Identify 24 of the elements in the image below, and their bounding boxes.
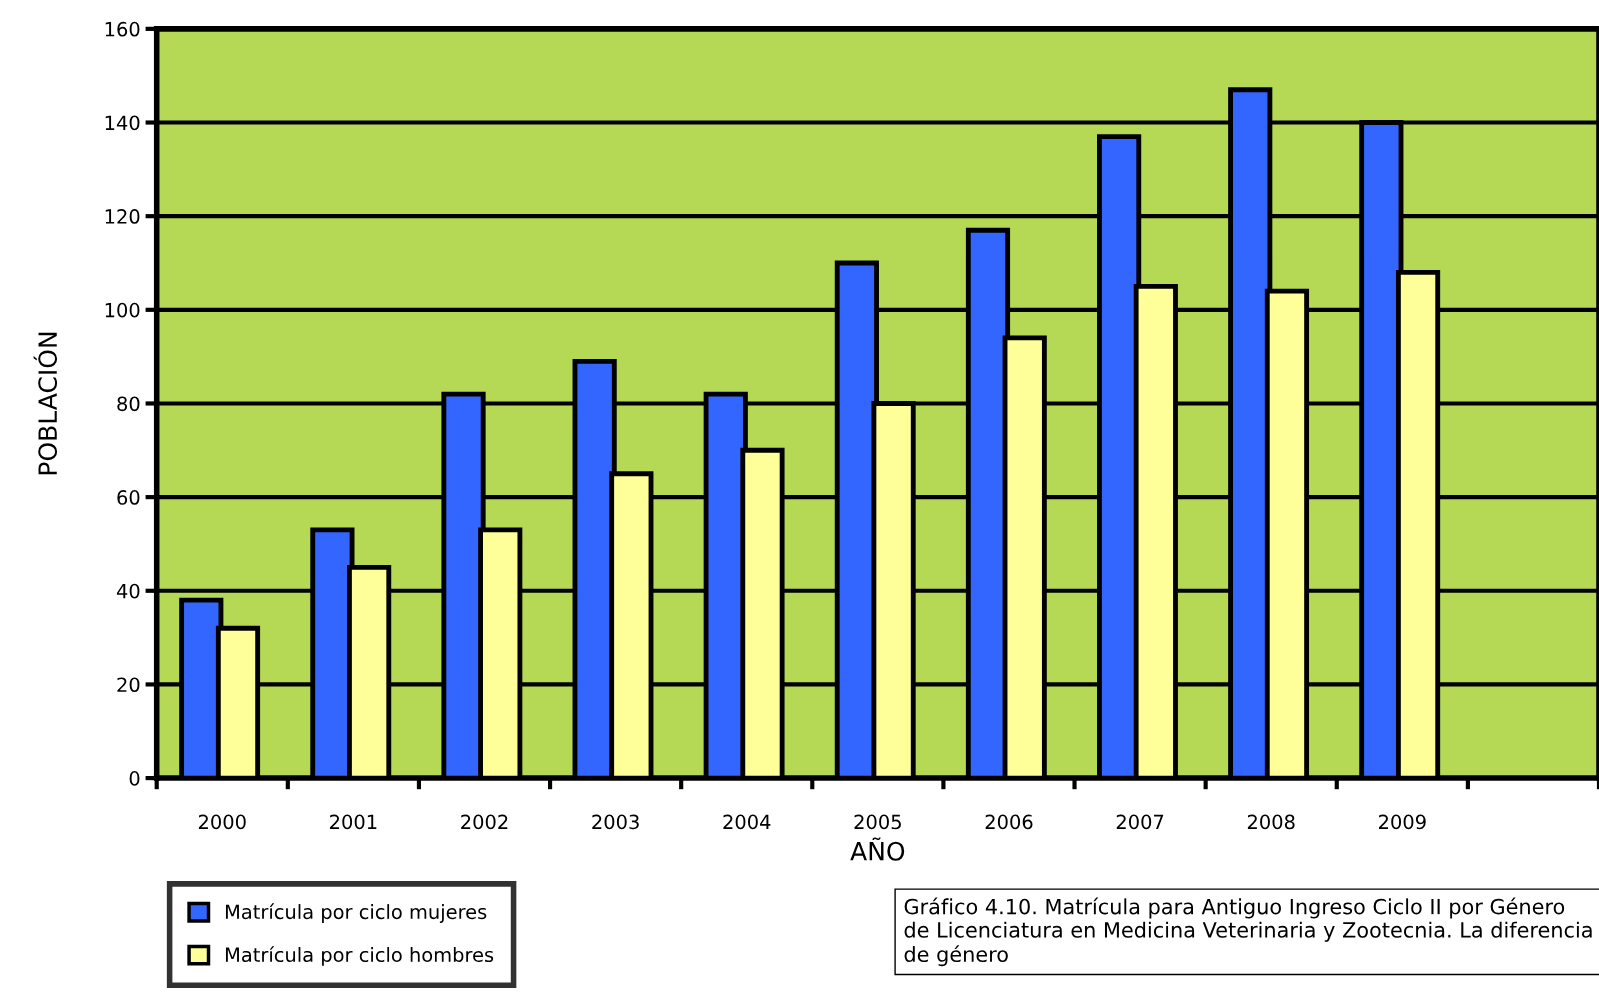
x-tick-label: 2006: [985, 814, 1033, 830]
x-tick-label: 2001: [330, 814, 377, 830]
legend-label: Matrícula por ciclo mujeres: [225, 903, 487, 923]
y-tick-label: 40: [116, 583, 140, 599]
y-tick-label: 60: [117, 490, 140, 505]
x-tick-label: 2004: [723, 814, 771, 830]
x-tick-label: 2002: [461, 814, 508, 830]
y-tick-label: 80: [117, 396, 140, 412]
x-tick-label: 2009: [1379, 814, 1426, 830]
x-tick-label: 2005: [854, 814, 901, 830]
y-tick-label: 160: [105, 21, 140, 37]
x-tick-label: 2007: [1116, 814, 1164, 830]
x-axis-title: AÑO: [850, 837, 905, 861]
x-tick-label: 2000: [198, 814, 246, 830]
y-tick-label: 20: [117, 677, 140, 693]
y-tick-label: 0: [129, 771, 140, 786]
y-tick-label: 120: [105, 209, 140, 224]
text: Gráfico 4.10. Matrícula para Antiguo Ingreso Ciclo II por Género de Licenciatura en Medicina Veterinaria y Zootecnia. La diferencia de género: [904, 897, 1592, 967]
x-tick-label: 2008: [1247, 814, 1295, 830]
y-axis-title: POBLACIÓN: [33, 332, 58, 475]
x-tick-label: 2003: [592, 814, 639, 830]
y-tick-label: 140: [105, 115, 140, 131]
y-tick-label: 100: [105, 302, 140, 318]
legend-label: Matrícula por ciclo hombres: [225, 946, 494, 966]
